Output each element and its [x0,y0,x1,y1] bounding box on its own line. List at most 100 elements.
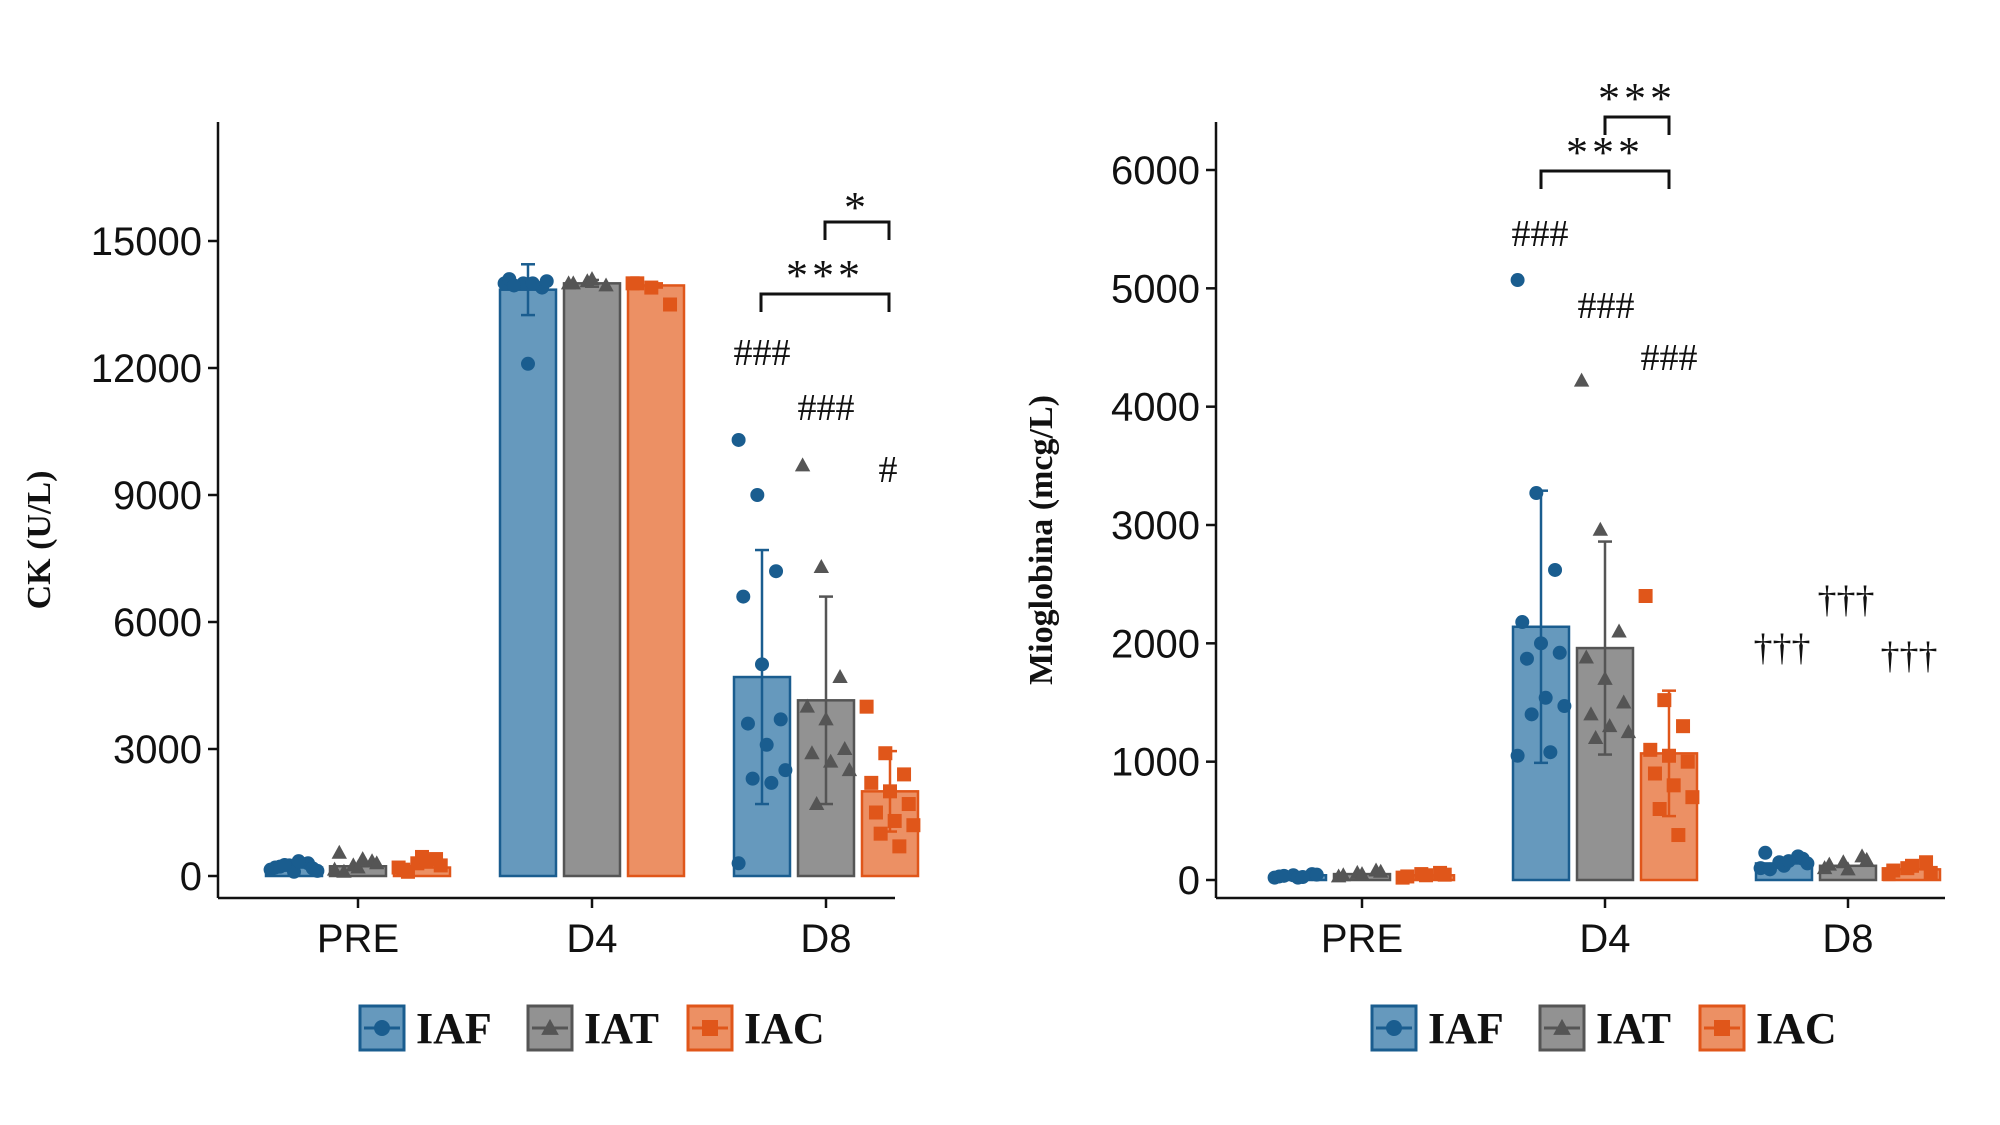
ck-point-iac-pre [400,864,415,879]
ck-point-iac-d8 [878,746,893,761]
mio-point-iaf-d8 [1781,854,1796,869]
ck-bracket-label-iat-iac: * [844,183,870,232]
mio-point-iac-d4 [1643,742,1658,757]
ck-y-tick-label: 15000 [91,220,202,264]
ck-point-iat-d8 [808,796,825,811]
mio-legend-marker-iac [1714,1020,1730,1036]
mio-point-iac-d4 [1676,719,1691,734]
mio-y-tick-label: 4000 [1111,386,1200,430]
mio-point-iat-d4 [1583,706,1599,721]
ck-point-iac-d8 [873,826,888,841]
mio-point-iat-d4 [1592,521,1609,536]
mio-point-iac-d4 [1652,802,1667,816]
ck-legend-label-iat: IAT [584,1004,659,1053]
mio-bar-iat-d4 [1575,646,1635,882]
ck-point-iac-d8 [868,805,883,820]
mio-point-iac-d4 [1666,778,1681,793]
ck-point-iat-d4 [584,271,600,286]
ck-y-tick-label: 12000 [91,347,202,391]
ck-legend-swatch-iat [526,1004,574,1052]
mio-point-iaf-pre [1276,868,1291,883]
mio-y-tick-label: 1000 [1111,741,1200,785]
ck-point-iaf-d4 [506,278,521,293]
mio-point-iaf-d4 [1524,707,1539,722]
mio-legend-label-iac: IAC [1756,1004,1837,1053]
ck-point-iaf-d4 [521,356,535,371]
ck-point-iat-pre [336,863,352,878]
ck-point-iat-d8 [818,711,834,726]
ck-point-iac-pre [433,858,448,873]
mio-point-iaf-d4 [1557,699,1572,714]
mio-point-iat-d8 [1840,861,1856,876]
mio-annot-hash-iat-d4: ### [1578,285,1635,327]
ck-point-iaf-d8 [769,564,784,579]
ck-point-iat-d8 [832,669,848,684]
mio-point-iac-d8 [1919,855,1934,870]
ck-point-iac-d8 [901,797,916,812]
mio-point-iat-d4 [1587,730,1604,744]
mio-point-iaf-d4 [1552,645,1567,660]
ck-point-iac-pre [419,854,434,869]
mio-point-iac-d4 [1671,828,1686,843]
ck-point-iat-d8 [794,457,811,472]
ck-point-iaf-d8 [750,488,765,502]
ck-legend-marker-iat [541,1018,559,1035]
ck-point-iat-pre [331,844,347,859]
ck-legend-marker-iaf [374,1020,390,1036]
ck-point-iat-d4 [598,277,614,292]
ck-legend-marker-iac [702,1020,718,1036]
ck-point-iaf-pre [277,857,292,872]
ck-y-tick-label: 9000 [113,474,202,518]
ck-annot-hash-iac-d8: # [879,449,898,491]
mio-point-iaf-d4 [1510,273,1525,288]
mio-x-tick-label: D4 [1579,917,1630,961]
ck-point-iac-d8 [897,767,912,782]
mio-point-iat-d4 [1611,623,1627,638]
mio-legend-label-iaf: IAF [1428,1004,1504,1053]
mio-y-tick-label: 3000 [1111,504,1200,548]
ck-annot-hash-iaf-d8: ### [734,332,791,374]
ck-point-iac-d4 [644,280,659,295]
ck-point-iac-d8 [883,784,897,799]
ck-point-iac-d8 [906,818,921,833]
ck-bar-iac-d4 [626,284,686,878]
ck-point-iat-pre [369,855,385,870]
mio-point-iac-d4 [1638,589,1653,603]
mio-x-tick-label: D8 [1822,917,1873,961]
mio-point-iac-pre [1437,867,1452,882]
mio-point-iaf-d4 [1510,748,1525,763]
mioglobina-y-axis-label: Mioglobina (mcg/L) [1023,395,1060,685]
ck-point-iac-d4 [630,276,645,291]
mio-point-iaf-pre [1295,870,1310,885]
mio-bracket-iaf-iac [1539,169,1671,189]
ck-point-iat-pre [350,859,366,874]
mio-y-tick-label: 2000 [1111,622,1200,666]
mio-point-iat-d8 [1859,851,1875,866]
mio-point-iaf-d4 [1515,615,1530,630]
ck-y-axis-label: CK (U/L) [21,471,58,610]
mio-annot-dagger-iat-d8: ††† [1818,579,1875,621]
mioglobina-chart: 0 1000 2000 3000 4000 5000 6000 PRE D4 D8 [1111,122,1945,961]
mio-y-tick-label: 0 [1178,859,1200,903]
mio-point-iat-pre [1373,863,1389,878]
ck-point-iaf-d8 [740,716,755,731]
mio-point-iat-d4 [1601,718,1618,733]
mio-point-iac-d4 [1662,748,1676,763]
mio-bracket-label-iat-iac: *** [1598,74,1676,123]
mio-point-iat-d8 [1821,856,1837,871]
mio-point-iat-pre [1354,866,1370,881]
ck-point-iaf-pre [310,863,325,878]
ck-point-iaf-d8 [778,763,793,778]
ck-point-iaf-d8 [759,737,774,752]
mio-point-iaf-d8 [1762,862,1777,877]
mio-point-iat-pre [1335,867,1351,882]
mio-point-iat-d4 [1573,372,1590,387]
mio-annot-dagger-iaf-d8: ††† [1754,627,1811,669]
ck-legend: IAF IAT IAC [358,1004,825,1053]
mio-bracket-label-iaf-iac: *** [1566,128,1644,177]
ck-point-iac-d8 [892,839,907,854]
ck-point-iat-pre [326,861,343,876]
mio-point-iat-d4 [1578,649,1594,664]
mio-point-iac-d4 [1647,766,1662,781]
